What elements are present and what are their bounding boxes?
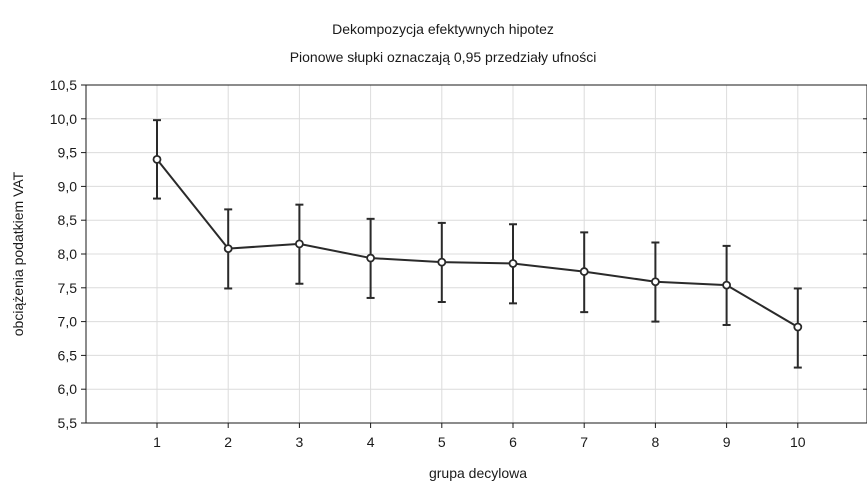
grid-layer bbox=[86, 85, 867, 423]
y-tick-label: 5,5 bbox=[58, 415, 78, 431]
line-layer bbox=[156, 158, 799, 328]
data-point bbox=[437, 257, 447, 267]
x-tick-label: 1 bbox=[153, 434, 161, 450]
y-tick-label: 9,0 bbox=[58, 178, 78, 194]
data-point bbox=[793, 322, 803, 332]
y-tick-label: 7,5 bbox=[58, 280, 78, 296]
data-point bbox=[152, 154, 162, 164]
y-axis-label: obciążenia podatkiem VAT bbox=[10, 171, 26, 336]
y-tick-label: 6,0 bbox=[58, 381, 78, 397]
x-tick-label: 7 bbox=[580, 434, 588, 450]
error-bar-layer bbox=[153, 119, 802, 369]
axis-layer: 5,5 6,0 6,5 7,0 7,5 8,0 8,5 9,0 9,5 10,0 10,5 1 2 3 4 5… bbox=[50, 77, 867, 450]
y-tick-label: 9,5 bbox=[58, 145, 78, 161]
x-tick-label: 5 bbox=[438, 434, 446, 450]
x-tick-label: 4 bbox=[367, 434, 375, 450]
y-tick-label: 7,0 bbox=[58, 314, 78, 330]
x-tick-label: 6 bbox=[509, 434, 517, 450]
y-tick-label: 10,0 bbox=[50, 111, 77, 127]
x-axis-label: grupa decylowa bbox=[429, 465, 527, 481]
data-point bbox=[579, 267, 589, 276]
y-tick-label: 8,5 bbox=[58, 212, 78, 228]
x-tick-label: 9 bbox=[723, 434, 731, 450]
x-tick-label: 10 bbox=[790, 434, 806, 450]
data-point bbox=[722, 280, 731, 290]
data-point bbox=[294, 239, 304, 249]
data-point bbox=[508, 259, 518, 268]
data-point bbox=[366, 253, 376, 263]
series-line bbox=[156, 158, 799, 328]
y-tick-label: 10,5 bbox=[50, 77, 77, 93]
x-tick-label: 3 bbox=[296, 434, 304, 450]
chart-title: Dekompozycja efektywnych hipotez bbox=[332, 21, 554, 37]
point-layer bbox=[152, 154, 803, 332]
data-point bbox=[651, 277, 660, 287]
chart-subtitle: Pionowe słupki oznaczają 0,95 przedziały… bbox=[290, 49, 597, 65]
y-tick-label: 6,5 bbox=[58, 347, 78, 363]
x-tick-label: 2 bbox=[224, 434, 232, 450]
x-tick-label: 8 bbox=[652, 434, 660, 450]
data-point bbox=[223, 244, 233, 253]
y-tick-label: 8,0 bbox=[58, 246, 78, 262]
